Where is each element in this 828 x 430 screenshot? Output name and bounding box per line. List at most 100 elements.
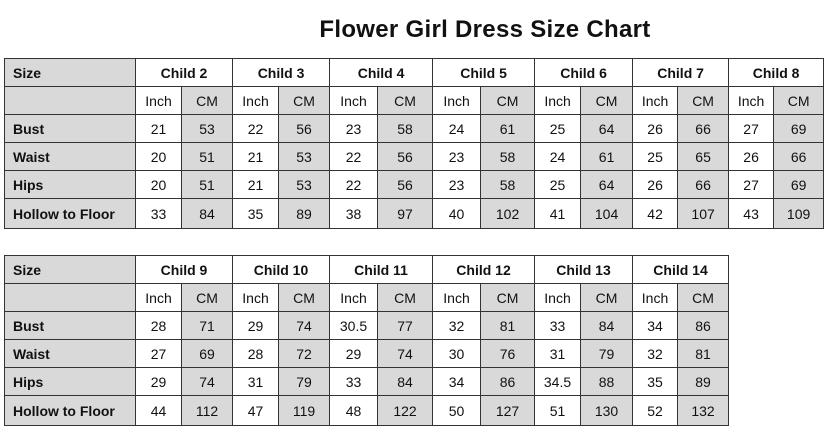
size-group: Child 5 [432, 58, 536, 87]
measure-value: 89 [278, 198, 331, 229]
measure-value: 74 [278, 311, 331, 340]
measure-value: 74 [180, 367, 234, 396]
measure-row: Bust 28 71 29 74 30.5 77 32 81 33 84 34 86 [4, 311, 730, 340]
measure-value: 86 [677, 311, 730, 340]
measure-value: 38 [329, 198, 379, 229]
unit-label: CM [580, 86, 634, 115]
measure-value: 56 [377, 170, 434, 199]
measure-value: 24 [432, 114, 482, 143]
measure-label: Waist [4, 339, 136, 368]
measure-value: 31 [534, 339, 582, 368]
measure-value: 79 [278, 367, 331, 396]
measure-value: 22 [329, 142, 379, 171]
measure-value: 53 [278, 170, 331, 199]
measure-value: 127 [480, 395, 536, 426]
measure-value: 56 [377, 142, 434, 171]
measure-value: 40 [432, 198, 482, 229]
measure-value: 51 [534, 395, 582, 426]
measure-value: 25 [534, 114, 582, 143]
size-group: Child 10 [232, 255, 331, 284]
measure-value: 34.5 [534, 367, 582, 396]
measure-value: 47 [232, 395, 280, 426]
measure-value: 112 [180, 395, 234, 426]
unit-label: Inch [728, 86, 775, 115]
corner-label: Size [4, 255, 136, 284]
measure-value: 65 [677, 142, 730, 171]
measure-value: 69 [773, 170, 825, 199]
measure-label: Hollow to Floor [4, 198, 136, 229]
unit-row: Inch CM Inch CM Inch CM Inch CM Inch CM Inch CM [4, 283, 730, 312]
measure-value: 23 [329, 114, 379, 143]
size-group: Child 4 [329, 58, 434, 87]
measure-value: 43 [728, 198, 775, 229]
blank-cell [4, 86, 136, 115]
measure-value: 28 [232, 339, 280, 368]
unit-label: CM [773, 86, 825, 115]
measure-value: 21 [135, 114, 182, 143]
measure-value: 119 [278, 395, 331, 426]
unit-row: Inch CM Inch CM Inch CM Inch CM Inch CM Inch CM Inch… [4, 86, 825, 115]
measure-value: 30.5 [329, 311, 379, 340]
measure-value: 41 [534, 198, 582, 229]
measure-value: 28 [135, 311, 182, 340]
measure-value: 81 [677, 339, 730, 368]
size-group: Child 8 [728, 58, 825, 87]
measure-value: 102 [480, 198, 536, 229]
measure-value: 109 [773, 198, 825, 229]
measure-value: 23 [432, 170, 482, 199]
measure-value: 79 [580, 339, 634, 368]
size-group: Child 3 [232, 58, 331, 87]
measure-label: Hollow to Floor [4, 395, 136, 426]
measure-value: 86 [480, 367, 536, 396]
measure-value: 58 [480, 142, 536, 171]
unit-label: Inch [534, 86, 582, 115]
unit-label: Inch [432, 86, 482, 115]
unit-label: CM [677, 86, 730, 115]
measure-value: 69 [773, 114, 825, 143]
measure-value: 66 [677, 114, 730, 143]
measure-value: 33 [329, 367, 379, 396]
measure-value: 104 [580, 198, 634, 229]
measure-value: 24 [534, 142, 582, 171]
measure-value: 27 [728, 170, 775, 199]
measure-value: 48 [329, 395, 379, 426]
measure-row: Hollow to Floor 33 84 35 89 38 97 40 102 41 104 42 1… [4, 198, 825, 229]
measure-label: Hips [4, 367, 136, 396]
unit-label: Inch [632, 283, 679, 312]
measure-value: 58 [480, 170, 536, 199]
measure-value: 26 [632, 170, 679, 199]
unit-label: Inch [329, 86, 379, 115]
unit-label: Inch [232, 283, 280, 312]
measure-value: 32 [432, 311, 482, 340]
measure-value: 33 [135, 198, 182, 229]
measure-value: 25 [534, 170, 582, 199]
unit-label: Inch [329, 283, 379, 312]
unit-label: CM [180, 86, 234, 115]
measure-value: 51 [180, 142, 234, 171]
measure-value: 97 [377, 198, 434, 229]
unit-label: Inch [135, 86, 182, 115]
unit-label: Inch [632, 86, 679, 115]
measure-value: 53 [278, 142, 331, 171]
measure-row: Hollow to Floor 44 112 47 119 48 122 50 127 51 130… [4, 395, 730, 426]
measure-value: 25 [632, 142, 679, 171]
measure-value: 71 [180, 311, 234, 340]
measure-value: 42 [632, 198, 679, 229]
size-group: Child 2 [134, 58, 234, 87]
measure-value: 20 [135, 142, 182, 171]
measure-label: Waist [4, 142, 136, 171]
unit-label: CM [377, 86, 434, 115]
size-group: Child 7 [632, 58, 730, 87]
size-group: Child 11 [329, 255, 434, 284]
measure-value: 22 [329, 170, 379, 199]
measure-row: Waist 27 69 28 72 29 74 30 76 31 79 32 81 [4, 339, 730, 368]
measure-value: 84 [580, 311, 634, 340]
measure-row: Bust 21 53 22 56 23 58 24 61 25 64 26 66 27 69 [4, 114, 825, 143]
measure-value: 56 [278, 114, 331, 143]
measure-value: 52 [632, 395, 679, 426]
unit-label: Inch [432, 283, 482, 312]
measure-value: 33 [534, 311, 582, 340]
measure-value: 132 [677, 395, 730, 426]
